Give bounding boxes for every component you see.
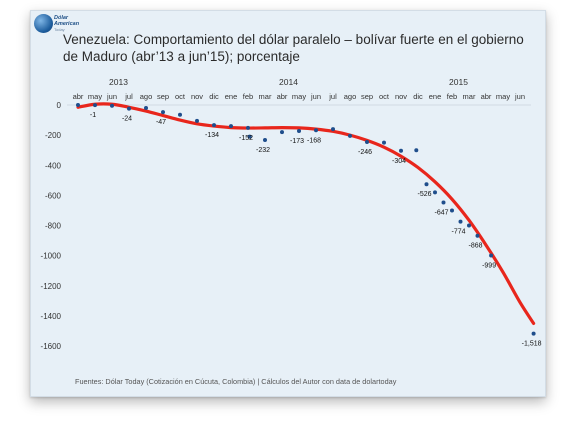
year-label: 2014 bbox=[279, 77, 298, 87]
y-tick-label: -800 bbox=[45, 222, 62, 231]
dolar-today-logo: Dólar American Today bbox=[34, 14, 89, 36]
y-tick-label: -600 bbox=[45, 191, 62, 200]
month-label: dic bbox=[413, 92, 423, 101]
month-label: may bbox=[88, 92, 102, 101]
month-label: jun bbox=[310, 92, 321, 101]
data-label: -152 bbox=[239, 135, 253, 142]
y-tick-label: -1600 bbox=[41, 342, 62, 351]
data-point bbox=[314, 128, 318, 133]
data-point bbox=[246, 125, 250, 130]
globe-icon bbox=[34, 14, 53, 33]
data-point bbox=[433, 190, 437, 195]
data-point bbox=[247, 134, 252, 139]
logo-line-3: Today bbox=[54, 27, 65, 32]
month-label: oct bbox=[379, 92, 390, 101]
month-label: sep bbox=[361, 92, 373, 101]
data-point bbox=[382, 140, 386, 145]
year-label: 2015 bbox=[449, 77, 468, 87]
month-label: jun bbox=[106, 92, 117, 101]
data-point bbox=[280, 130, 284, 135]
chart-title: Venezuela: Comportamiento del dólar para… bbox=[63, 32, 524, 64]
month-label: ago bbox=[344, 92, 357, 101]
data-point bbox=[263, 137, 267, 142]
data-point bbox=[531, 331, 536, 336]
data-label: -246 bbox=[358, 149, 372, 156]
month-label: sep bbox=[157, 92, 169, 101]
data-point bbox=[178, 112, 182, 117]
y-tick-label: -200 bbox=[45, 131, 62, 140]
data-point bbox=[365, 140, 369, 145]
data-point bbox=[475, 233, 480, 238]
year-label: 2013 bbox=[109, 77, 128, 87]
data-label: -1,518 bbox=[522, 341, 542, 348]
month-label: ene bbox=[429, 92, 442, 101]
month-label: mar bbox=[259, 92, 272, 101]
data-point bbox=[127, 106, 131, 111]
data-label: -168 bbox=[307, 137, 321, 144]
data-point bbox=[229, 124, 233, 129]
data-label: -173 bbox=[290, 138, 304, 145]
trendline bbox=[76, 102, 536, 326]
logo-line-1: Dólar bbox=[54, 15, 69, 21]
data-point bbox=[489, 253, 494, 258]
data-label: -526 bbox=[417, 191, 431, 198]
data-label: -47 bbox=[156, 119, 166, 126]
month-label: abr bbox=[481, 92, 492, 101]
data-label: -868 bbox=[468, 243, 482, 250]
y-tick-label: 0 bbox=[57, 101, 62, 110]
data-point bbox=[93, 103, 97, 108]
month-label: may bbox=[496, 92, 510, 101]
month-label: oct bbox=[175, 92, 186, 101]
data-point bbox=[424, 182, 429, 187]
month-label: jun bbox=[514, 92, 525, 101]
data-point bbox=[110, 103, 114, 108]
month-label: mar bbox=[463, 92, 476, 101]
data-label: -304 bbox=[392, 158, 406, 165]
month-label: ene bbox=[225, 92, 238, 101]
y-tick-label: -1400 bbox=[41, 312, 62, 321]
data-point bbox=[467, 223, 471, 228]
data-point bbox=[76, 103, 80, 107]
month-label: feb bbox=[447, 92, 457, 101]
month-label: may bbox=[292, 92, 306, 101]
data-point bbox=[161, 110, 165, 115]
data-label: -24 bbox=[122, 116, 132, 123]
data-label: -232 bbox=[256, 147, 270, 154]
chart-card: Dólar American Today Venezuela: Comporta… bbox=[30, 10, 546, 397]
data-label: -774 bbox=[451, 229, 465, 236]
month-label: jul bbox=[328, 92, 337, 101]
month-label: abr bbox=[73, 92, 84, 101]
month-label: nov bbox=[191, 92, 203, 101]
y-tick-label: -400 bbox=[45, 161, 62, 170]
y-tick-label: -1000 bbox=[41, 252, 62, 261]
data-point bbox=[297, 129, 301, 134]
month-label: ago bbox=[140, 92, 153, 101]
y-tick-label: -1200 bbox=[41, 282, 62, 291]
data-label: -1 bbox=[90, 112, 96, 119]
chart-plot: 0 -200 -400 -600 -800 -1000 -1200 -1400 -1600 201… bbox=[41, 77, 542, 351]
month-label: dic bbox=[209, 92, 219, 101]
data-point bbox=[441, 200, 446, 205]
data-point bbox=[144, 106, 148, 111]
month-label: nov bbox=[395, 92, 407, 101]
data-label: -647 bbox=[434, 209, 448, 216]
logo-line-2: American bbox=[54, 21, 80, 27]
data-point bbox=[212, 123, 216, 128]
data-label: -134 bbox=[205, 132, 219, 139]
data-point bbox=[458, 219, 463, 224]
chart-footer: Fuentes: Dólar Today (Cotización en Cúcu… bbox=[75, 377, 397, 386]
data-point bbox=[348, 133, 352, 138]
month-label: feb bbox=[243, 92, 253, 101]
month-label: jul bbox=[124, 92, 133, 101]
month-label: abr bbox=[277, 92, 288, 101]
data-point bbox=[195, 118, 199, 123]
data-point bbox=[331, 127, 335, 132]
data-point bbox=[450, 208, 454, 213]
data-point bbox=[399, 148, 403, 153]
data-label: -999 bbox=[482, 262, 496, 269]
data-point bbox=[414, 148, 419, 153]
